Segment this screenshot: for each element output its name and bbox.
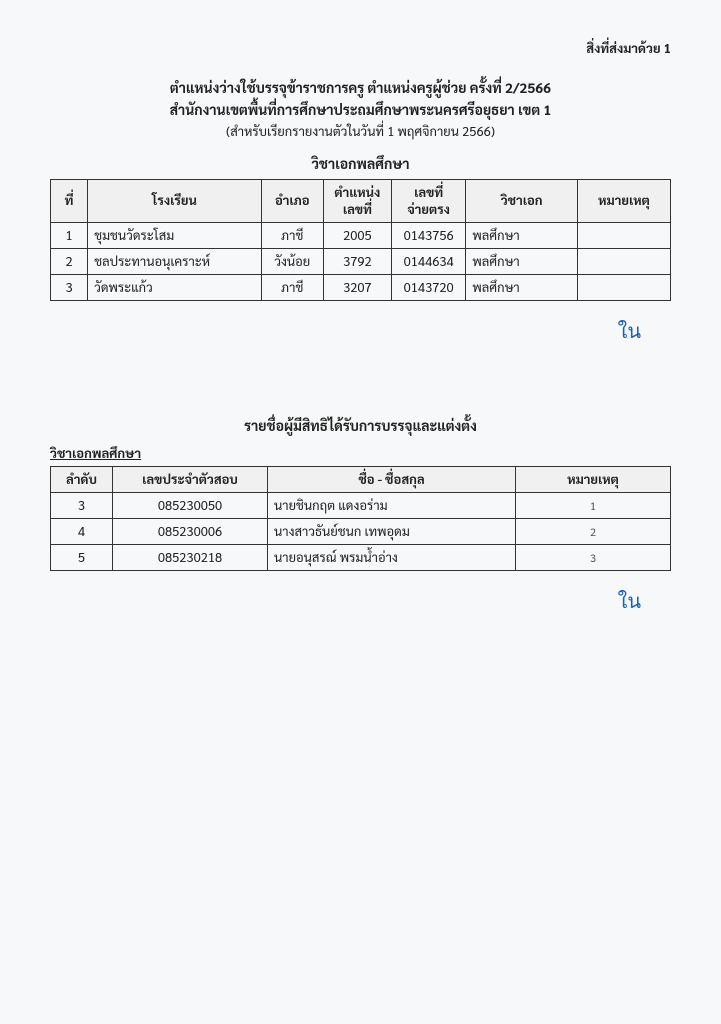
cell-position-no: 3792 [323, 248, 391, 274]
cell-school: ชลประทานอนุเคราะห์ [88, 248, 262, 274]
signature-mark-2: ใน [50, 585, 671, 617]
col-remark: หมายเหตุ [516, 466, 671, 492]
table-row: 2ชลประทานอนุเคราะห์วังน้อย37920144634พลศ… [51, 248, 671, 274]
title-line2: สำนักงานเขตพื้นที่การศึกษาประถมศึกษาพระน… [50, 99, 671, 121]
cell-remark [577, 248, 670, 274]
cell-exam-id: 085230050 [113, 492, 268, 518]
cell-exam-id: 085230218 [113, 544, 268, 570]
col-remark: หมายเหตุ [577, 179, 670, 222]
cell-remark: 2 [516, 518, 671, 544]
attachment-label: สิ่งที่ส่งมาด้วย 1 [50, 40, 671, 57]
cell-major: พลศึกษา [466, 222, 578, 248]
table-row: 3085230050นายชินกฤต แดงอร่าม1 [51, 492, 671, 518]
cell-full-name: นายชินกฤต แดงอร่าม [268, 492, 516, 518]
table-header-row: ลำดับ เลขประจำตัวสอบ ชื่อ - ชื่อสกุล หมา… [51, 466, 671, 492]
cell-no: 2 [51, 248, 88, 274]
cell-major: พลศึกษา [466, 248, 578, 274]
table-row: 4085230006นางสาวธันย์ชนก เทพอุดม2 [51, 518, 671, 544]
table-row: 5085230218นายอนุสรณ์ พรมน้ำอ่าง3 [51, 544, 671, 570]
cell-rank: 5 [51, 544, 113, 570]
col-no: ที่ [51, 179, 88, 222]
cell-no: 3 [51, 274, 88, 300]
cell-major: พลศึกษา [466, 274, 578, 300]
table-row: 1ชุมชนวัดระโสมภาชี20050143756พลศึกษา [51, 222, 671, 248]
eligible-subhead: วิชาเอกพลศึกษา [50, 445, 671, 462]
cell-school: วัดพระแก้ว [88, 274, 262, 300]
col-pay-no: เลขที่ จ่ายตรง [391, 179, 465, 222]
title-line1: ตำแหน่งว่างใช้บรรจุข้าราชการครู ตำแหน่งค… [50, 77, 671, 99]
cell-district: ภาชี [261, 274, 323, 300]
cell-no: 1 [51, 222, 88, 248]
col-district: อำเภอ [261, 179, 323, 222]
cell-pay-no: 0143756 [391, 222, 465, 248]
cell-district: ภาชี [261, 222, 323, 248]
eligible-table: ลำดับ เลขประจำตัวสอบ ชื่อ - ชื่อสกุล หมา… [50, 466, 671, 571]
cell-remark: 3 [516, 544, 671, 570]
cell-district: วังน้อย [261, 248, 323, 274]
cell-pay-no: 0143720 [391, 274, 465, 300]
col-major: วิชาเอก [466, 179, 578, 222]
cell-rank: 3 [51, 492, 113, 518]
cell-full-name: นางสาวธันย์ชนก เทพอุดม [268, 518, 516, 544]
cell-remark [577, 222, 670, 248]
positions-table: ที่ โรงเรียน อำเภอ ตำแหน่ง เลขที่ เลขที่… [50, 179, 671, 301]
cell-exam-id: 085230006 [113, 518, 268, 544]
subject-heading: วิชาเอกพลศึกษา [50, 155, 671, 173]
table-header-row: ที่ โรงเรียน อำเภอ ตำแหน่ง เลขที่ เลขที่… [51, 179, 671, 222]
col-position-no: ตำแหน่ง เลขที่ [323, 179, 391, 222]
cell-position-no: 3207 [323, 274, 391, 300]
cell-remark [577, 274, 670, 300]
cell-rank: 4 [51, 518, 113, 544]
col-rank: ลำดับ [51, 466, 113, 492]
cell-position-no: 2005 [323, 222, 391, 248]
table-row: 3วัดพระแก้วภาชี32070143720พลศึกษา [51, 274, 671, 300]
signature-mark-1: ใน [50, 315, 671, 347]
cell-pay-no: 0144634 [391, 248, 465, 274]
eligible-title: รายชื่อผู้มีสิทธิได้รับการบรรจุและแต่งตั… [50, 417, 671, 435]
cell-school: ชุมชนวัดระโสม [88, 222, 262, 248]
col-name: ชื่อ - ชื่อสกุล [268, 466, 516, 492]
title-block: ตำแหน่งว่างใช้บรรจุข้าราชการครู ตำแหน่งค… [50, 77, 671, 143]
col-exam-id: เลขประจำตัวสอบ [113, 466, 268, 492]
cell-full-name: นายอนุสรณ์ พรมน้ำอ่าง [268, 544, 516, 570]
col-school: โรงเรียน [88, 179, 262, 222]
title-line3: (สำหรับเรียกรายงานตัวในวันที่ 1 พฤศจิกาย… [50, 122, 671, 143]
cell-remark: 1 [516, 492, 671, 518]
